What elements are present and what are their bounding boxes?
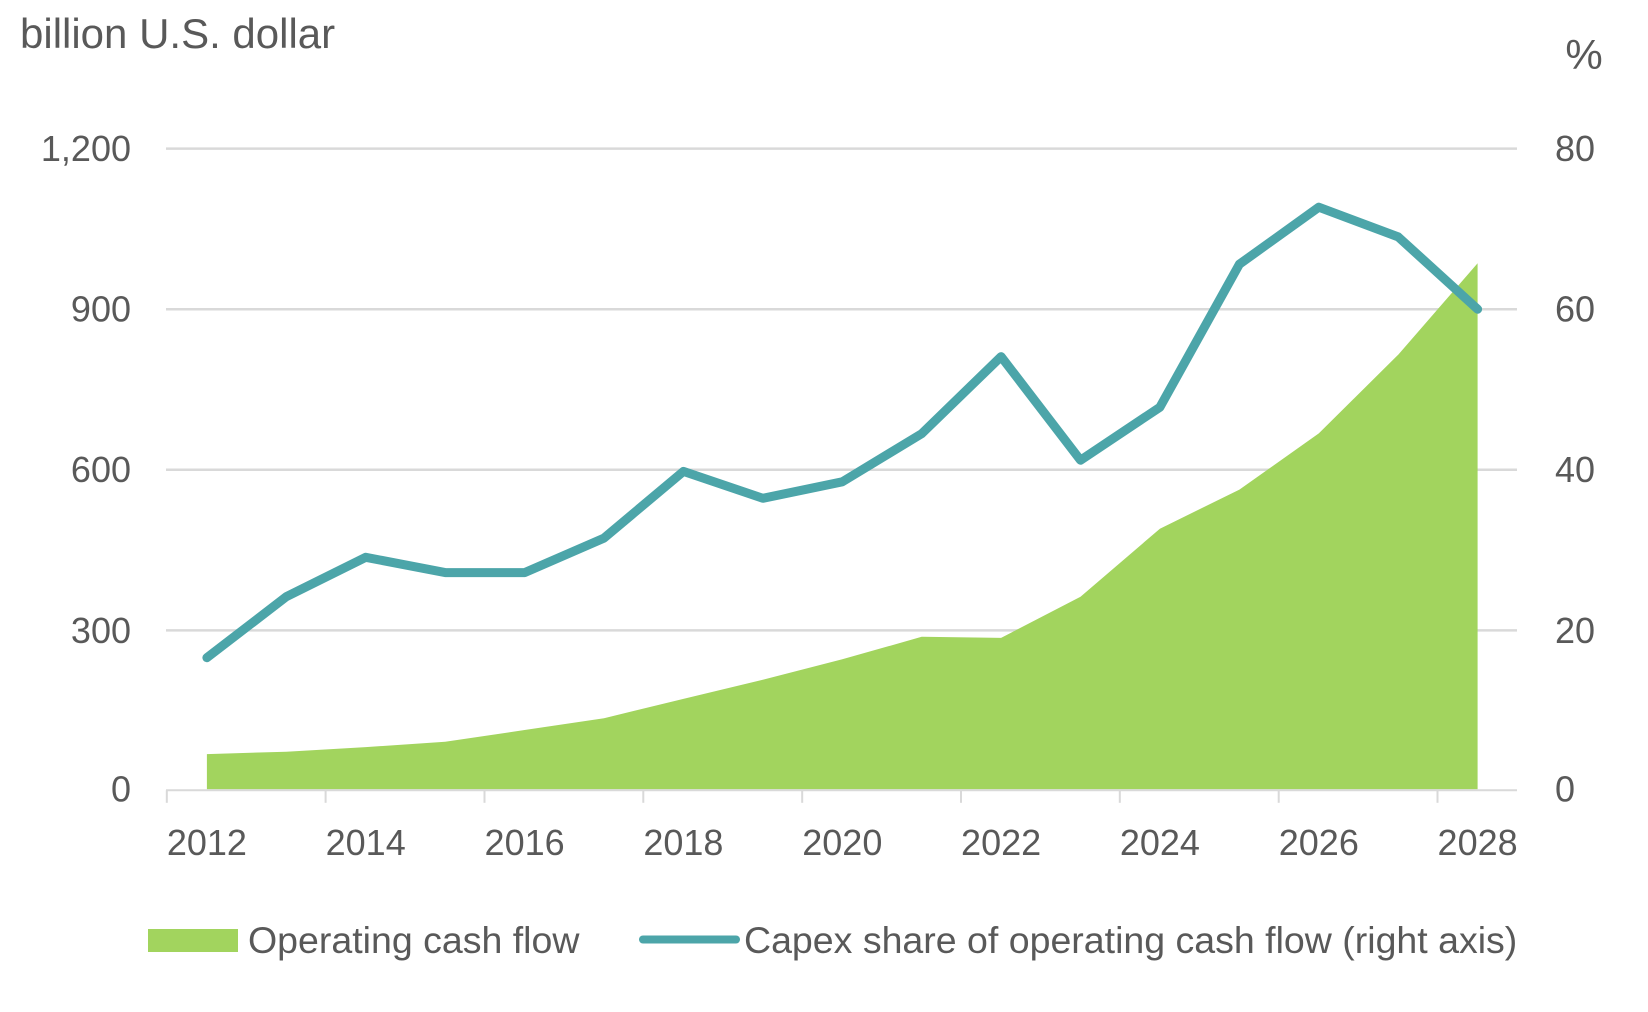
svg-text:2018: 2018: [643, 822, 723, 863]
svg-text:600: 600: [71, 449, 131, 490]
svg-text:2020: 2020: [802, 822, 882, 863]
svg-text:2028: 2028: [1438, 822, 1518, 863]
svg-text:2012: 2012: [167, 822, 247, 863]
svg-text:2026: 2026: [1279, 822, 1359, 863]
svg-text:0: 0: [111, 769, 131, 810]
svg-text:2022: 2022: [961, 822, 1041, 863]
svg-text:0: 0: [1555, 769, 1575, 810]
svg-text:80: 80: [1555, 128, 1595, 169]
svg-text:1,200: 1,200: [41, 128, 131, 169]
svg-text:Operating cash flow: Operating cash flow: [248, 919, 580, 961]
svg-text:2024: 2024: [1120, 822, 1200, 863]
svg-text:billion U.S. dollar: billion U.S. dollar: [20, 10, 335, 57]
svg-text:2014: 2014: [326, 822, 406, 863]
svg-text:60: 60: [1555, 289, 1595, 330]
svg-text:%: %: [1565, 31, 1602, 78]
svg-text:900: 900: [71, 289, 131, 330]
svg-text:Capex share of operating cash: Capex share of operating cash flow (righ…: [744, 919, 1517, 961]
svg-text:2016: 2016: [485, 822, 565, 863]
svg-text:40: 40: [1555, 449, 1595, 490]
svg-text:20: 20: [1555, 610, 1595, 651]
svg-text:300: 300: [71, 610, 131, 651]
